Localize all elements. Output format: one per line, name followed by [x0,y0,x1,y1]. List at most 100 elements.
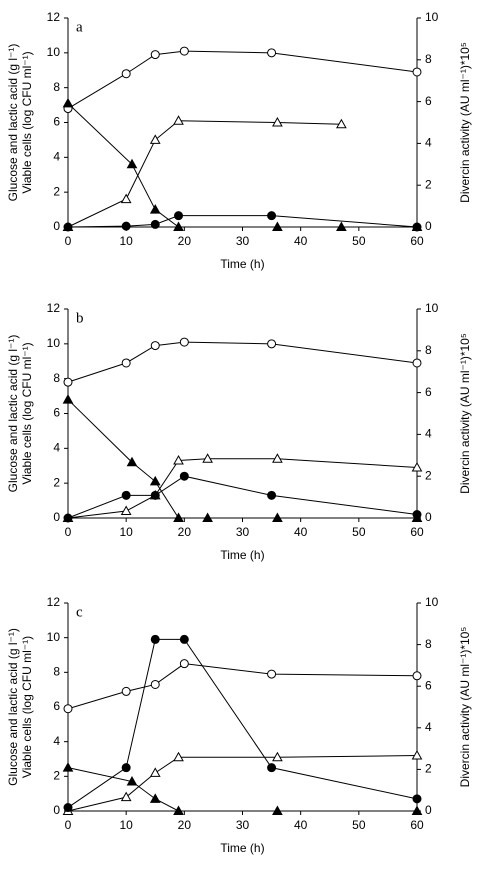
x-tick-label: 20 [178,525,192,539]
point [149,767,161,777]
series-line [67,767,417,812]
y-tick-label: 10 [47,630,61,644]
point [149,793,161,803]
point [267,763,277,773]
point [179,659,189,669]
y2-tick-label: 0 [425,510,432,524]
point [126,776,138,786]
point [267,339,277,349]
y-tick-label: 12 [47,595,61,609]
y-tick-label: 2 [53,184,60,198]
point [411,805,423,815]
point [179,634,189,644]
x-tick-label: 10 [119,818,133,832]
point [173,751,184,762]
point [267,490,277,500]
point [173,455,184,465]
point [173,221,184,231]
point [121,763,131,773]
x-tick-label: 40 [294,525,308,539]
y-axis-label: Glucose and lactic acid (g l⁻¹) [6,44,20,202]
y-tick-label: 8 [53,80,60,94]
y-tick-label: 12 [47,10,61,24]
point [63,222,73,232]
point [412,358,422,368]
x-tick-label: 30 [236,818,250,832]
point [411,750,423,760]
x-tick-label: 60 [410,525,424,539]
point [121,69,131,79]
series-line [67,638,418,808]
y-tick-label: 10 [47,45,61,59]
x-tick-label: 40 [294,818,308,832]
x-axis-label: Time (h) [220,841,264,855]
y-tick-label: 2 [53,769,60,783]
series-line [67,50,418,109]
point [120,193,132,204]
y-axis-label: Viable cells (log CFU ml⁻¹) [20,342,34,484]
x-tick-label: 10 [119,525,133,539]
y-axis-label: Viable cells (log CFU ml⁻¹) [20,636,34,778]
point [149,475,161,486]
point [272,221,283,231]
y-axis-label: Glucose and lactic acid (g l⁻¹) [6,628,20,786]
y-tick-label: 0 [53,219,60,233]
point [267,211,277,221]
x-tick-label: 30 [236,525,250,539]
y2-axis-label: Divercin activity (AU ml⁻¹)*10⁵ [458,333,472,494]
point [63,704,73,714]
x-tick-label: 20 [178,234,192,248]
point [173,805,184,815]
x-axis-label: Time (h) [220,548,264,562]
y2-tick-label: 2 [425,468,432,482]
point [202,512,213,522]
point [150,634,160,644]
y-tick-label: 4 [53,150,60,164]
point [272,512,283,522]
y2-tick-label: 0 [425,803,432,817]
y-tick-label: 2 [53,475,60,489]
point [411,461,423,472]
y-tick-label: 0 [53,510,60,524]
y2-tick-label: 10 [425,595,439,609]
y-tick-label: 12 [47,301,61,315]
y-tick-label: 6 [53,115,60,129]
y2-tick-label: 8 [425,52,432,66]
x-tick-label: 0 [65,525,72,539]
x-tick-label: 20 [178,818,192,832]
y2-tick-label: 0 [425,219,432,233]
x-tick-label: 60 [410,818,424,832]
x-tick-label: 10 [119,234,133,248]
point [62,394,74,404]
point [62,97,74,108]
y2-tick-label: 4 [425,720,432,734]
y2-tick-label: 2 [425,762,432,776]
point [412,794,422,804]
y2-tick-label: 6 [425,94,432,108]
point [120,505,132,516]
point [412,671,422,681]
point [121,358,131,368]
point [267,669,277,679]
point [63,513,73,523]
point [121,686,131,696]
y2-tick-label: 10 [425,10,439,24]
point [121,490,131,500]
y-tick-label: 6 [53,406,60,420]
series-line [67,475,418,519]
point [336,118,347,129]
point [412,222,422,232]
point [121,221,131,231]
point [120,791,132,802]
y-tick-label: 8 [53,371,60,385]
y-tick-label: 4 [53,734,60,748]
point [150,679,160,689]
point [126,456,138,467]
series-line [67,341,418,383]
x-tick-label: 50 [352,525,366,539]
y-tick-label: 10 [47,336,61,350]
point [179,471,189,481]
y-tick-label: 0 [53,803,60,817]
point [179,46,189,56]
x-tick-label: 50 [352,234,366,248]
